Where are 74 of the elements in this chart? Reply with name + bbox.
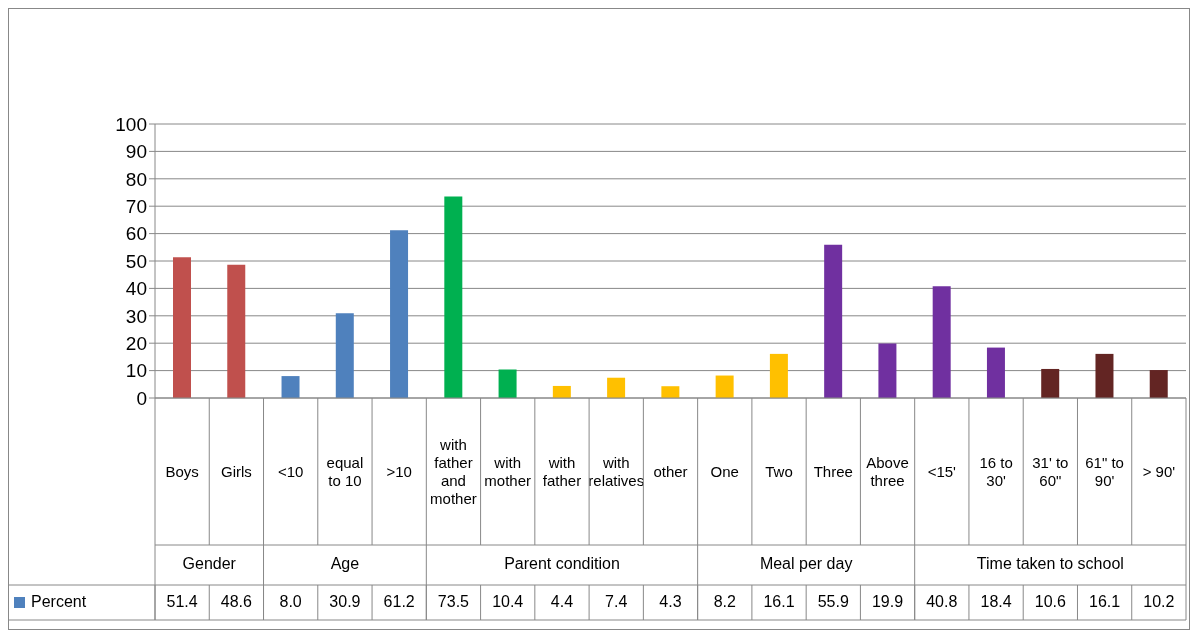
data-label: 16.1 <box>762 593 796 611</box>
x-tick-label: equal to 10 <box>326 453 364 489</box>
data-label: 55.9 <box>816 593 850 611</box>
x-tick-label: <10 <box>277 462 304 480</box>
data-label: 19.9 <box>870 593 905 611</box>
bar <box>824 244 843 398</box>
bar <box>1041 368 1060 398</box>
y-tick-label: 30 <box>125 305 147 327</box>
bar <box>335 313 354 398</box>
data-label: 51.4 <box>165 593 199 611</box>
bar <box>444 196 463 398</box>
y-tick-label: 90 <box>125 141 147 163</box>
y-tick-label: 60 <box>125 223 147 245</box>
text: Gender <box>181 555 237 573</box>
x-tick-label: Three <box>813 462 853 480</box>
y-tick-label: 40 <box>125 278 147 300</box>
x-tick-label: with relatives <box>588 453 645 489</box>
data-label: 7.4 <box>604 593 629 611</box>
x-tick-label: 61" to 90' <box>1085 453 1124 489</box>
x-tick-label: Girls <box>220 462 252 480</box>
y-tick-label: 80 <box>125 168 147 190</box>
x-tick-label: other <box>653 462 688 480</box>
bar <box>1095 353 1114 398</box>
y-tick-label: 0 <box>136 387 147 409</box>
bar <box>607 377 626 398</box>
x-tick-label: Above three <box>866 453 909 489</box>
bar <box>878 343 897 398</box>
data-label: 10.4 <box>491 593 525 611</box>
data-label: 4.4 <box>549 593 575 611</box>
x-tick-label: Boys <box>165 462 199 480</box>
data-label: 18.4 <box>979 593 1013 611</box>
bar <box>715 375 734 398</box>
x-tick-label: >10 <box>386 462 412 480</box>
x-tick-label: One <box>710 462 739 480</box>
data-label: 61.2 <box>382 593 416 611</box>
text: Parent condition <box>503 555 621 573</box>
data-label: 48.6 <box>219 593 253 611</box>
y-tick-label: 100 <box>115 113 147 135</box>
text: Meal per day <box>758 555 854 573</box>
data-label: 73.5 <box>436 593 470 611</box>
y-tick-label: 50 <box>125 250 147 272</box>
data-label: 30.9 <box>328 593 362 611</box>
bar <box>986 347 1005 398</box>
bar <box>661 386 680 398</box>
y-tick-label: 20 <box>125 332 147 354</box>
y-tick-label: 10 <box>125 360 147 382</box>
x-tick-label: 31' to 60" <box>1032 453 1069 489</box>
data-label: 8.0 <box>278 593 303 611</box>
x-tick-label: <15' <box>927 462 957 480</box>
bar <box>227 264 246 398</box>
y-tick-label: 70 <box>125 195 147 217</box>
bar <box>552 385 571 398</box>
x-tick-label: with father and mother <box>430 435 477 507</box>
x-tick-label: Two <box>765 462 793 480</box>
data-label: 16.1 <box>1088 593 1122 611</box>
data-label: 10.2 <box>1142 593 1176 611</box>
text: Time taken to school <box>975 555 1125 573</box>
x-tick-label: with mother <box>484 453 532 489</box>
x-tick-label: with father <box>542 453 582 489</box>
data-label: 40.8 <box>925 593 959 611</box>
bar <box>281 376 300 398</box>
bar <box>173 257 191 398</box>
text: Age <box>329 555 361 573</box>
x-tick-label: > 90' <box>1142 462 1176 480</box>
data-label: 4.3 <box>658 593 683 611</box>
data-label: 8.2 <box>712 593 737 611</box>
x-tick-label: 16 to 30' <box>979 453 1013 489</box>
bar <box>769 353 788 398</box>
bar <box>498 369 517 398</box>
legend-label: Percent <box>31 593 87 611</box>
bar <box>932 286 951 398</box>
data-label: 10.6 <box>1033 593 1067 611</box>
bar <box>1149 370 1168 398</box>
bar <box>390 230 409 398</box>
